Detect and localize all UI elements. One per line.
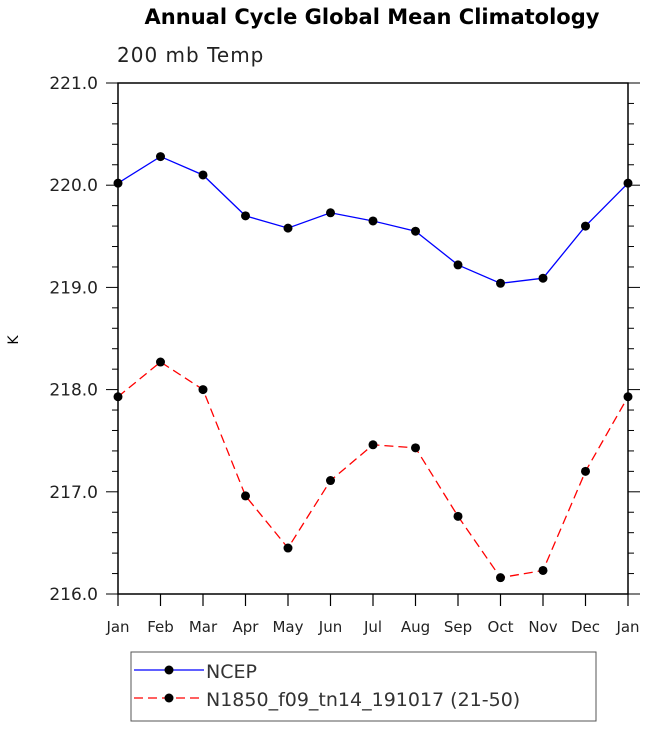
x-tick-label: Jan (105, 618, 129, 636)
data-point (113, 178, 123, 188)
data-point (623, 392, 633, 402)
x-tick-label: Apr (233, 618, 260, 636)
y-tick-label: 221.0 (49, 74, 98, 94)
data-point (113, 392, 123, 402)
data-point (496, 278, 505, 288)
x-tick-label: Dec (571, 618, 600, 636)
data-point (411, 226, 420, 236)
x-tick-label: Mar (189, 618, 218, 636)
x-tick-label: Feb (147, 618, 174, 636)
x-tick-label: Nov (528, 618, 557, 636)
data-point (283, 543, 293, 553)
data-point (198, 385, 208, 395)
data-point (326, 208, 335, 218)
data-point (241, 211, 250, 221)
legend-box (130, 651, 597, 722)
x-tick-label: May (272, 618, 303, 636)
y-tick-label: 216.0 (49, 585, 98, 605)
data-point (581, 466, 590, 476)
data-point (241, 491, 250, 501)
plot-frame (117, 82, 629, 595)
x-tick-label: Jul (363, 618, 382, 636)
data-point (326, 476, 335, 486)
x-tick-label: Aug (401, 618, 430, 636)
chart-title: Annual Cycle Global Mean Climatology (145, 5, 600, 29)
x-tick-label: Sep (444, 618, 472, 636)
series-line-1 (117, 361, 629, 579)
x-tick-label: Jun (318, 618, 342, 636)
data-point (623, 178, 633, 188)
y-tick-label: 217.0 (49, 483, 98, 503)
y-tick-label: 220.0 (49, 176, 98, 196)
data-point (411, 443, 420, 453)
legend-label: NCEP (206, 661, 257, 683)
data-point (538, 273, 548, 283)
y-tick-label: 219.0 (49, 278, 98, 298)
data-point (156, 357, 165, 367)
data-point (368, 216, 378, 226)
data-point (581, 221, 590, 231)
data-point (283, 223, 293, 233)
data-point (368, 440, 378, 450)
data-point (538, 565, 548, 575)
chart-subtitle: 200 mb Temp (117, 43, 264, 67)
x-tick-label: Oct (488, 618, 514, 636)
legend-marker (164, 693, 174, 703)
data-point (198, 170, 208, 180)
x-tick-label: Jan (615, 618, 639, 636)
legend: NCEP N1850_f09_tn14_191017 (21-50) (130, 651, 597, 722)
legend-label: N1850_f09_tn14_191017 (21-50) (206, 689, 520, 711)
y-tick-label: 218.0 (49, 381, 98, 401)
data-point (453, 511, 463, 521)
data-point (496, 573, 505, 583)
data-point (156, 152, 165, 162)
legend-marker (164, 665, 174, 675)
y-axis-label: K (6, 335, 22, 345)
data-point (453, 260, 463, 270)
